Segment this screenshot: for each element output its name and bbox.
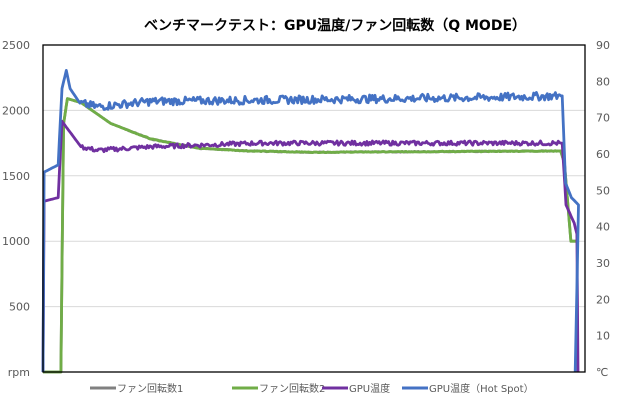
series-line-0 [43, 97, 577, 374]
legend-label: ファン回転数1 [117, 382, 183, 395]
plot-area-frame [42, 44, 586, 373]
right-tick-label: 80 [596, 75, 610, 88]
right-tick-label: ℃ [596, 366, 608, 379]
left-tick-label: rpm [8, 366, 30, 379]
series-line-3 [41, 69, 580, 373]
right-tick-label: 10 [596, 330, 610, 343]
series-line-2 [41, 119, 580, 373]
legend-label: GPU温度 [349, 382, 390, 395]
legend-label: ファン回転数2 [259, 382, 325, 395]
left-tick-label: 2000 [2, 104, 30, 117]
right-tick-label: 40 [596, 221, 610, 234]
chart-title: ベンチマークテスト：GPU温度/ファン回転数（Q MODE） [144, 17, 526, 34]
right-tick-label: 30 [596, 257, 610, 270]
left-tick-label: 2500 [2, 39, 30, 52]
left-tick-label: 1500 [2, 170, 30, 183]
right-tick-label: 50 [596, 184, 610, 197]
left-tick-label: 500 [9, 301, 30, 314]
right-tick-label: 70 [596, 112, 610, 125]
right-tick-label: 60 [596, 148, 610, 161]
left-tick-label: 1000 [2, 235, 30, 248]
right-tick-label: 90 [596, 39, 610, 52]
right-tick-label: 20 [596, 293, 610, 306]
legend-label: GPU温度（Hot Spot） [429, 382, 534, 395]
series-line-1 [43, 97, 577, 374]
